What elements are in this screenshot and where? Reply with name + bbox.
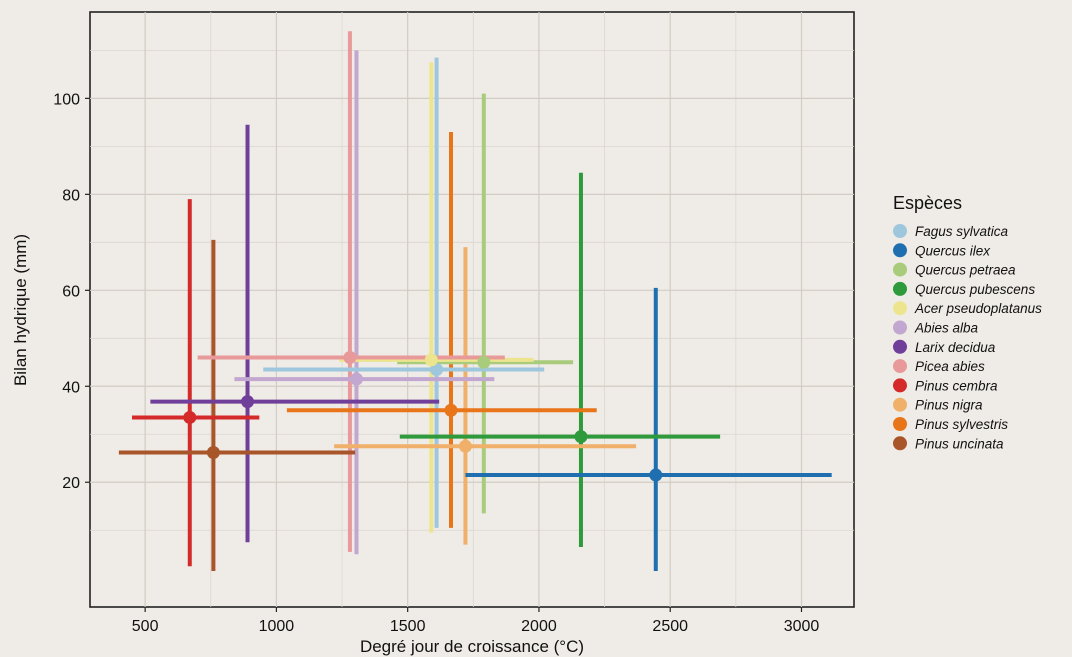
- x-axis-title: Degré jour de croissance (°C): [360, 637, 584, 656]
- legend-label: Pinus nigra: [915, 398, 983, 413]
- y-tick-label: 80: [62, 187, 80, 204]
- legend: Fagus sylvatica Quercus ilex Quercus petra…: [893, 224, 1042, 451]
- y-axis-title: Bilan hydrique (mm): [11, 234, 30, 386]
- data-point: [183, 410, 197, 424]
- legend-label: Abies alba: [914, 321, 979, 336]
- data-point: [349, 372, 363, 386]
- data-point: [430, 362, 444, 376]
- legend-title: Espèces: [893, 193, 962, 213]
- x-tick-label: 1500: [390, 618, 426, 635]
- y-tick-label: 20: [62, 475, 80, 492]
- legend-swatch: [893, 281, 907, 296]
- legend-swatch: [893, 243, 907, 258]
- plot-area: [89, 11, 855, 608]
- legend-label: Pinus sylvestris: [915, 417, 1008, 432]
- legend-swatch: [893, 301, 907, 316]
- x-tick-label: 2000: [521, 618, 557, 635]
- legend-swatch: [893, 262, 907, 277]
- legend-swatch: [893, 320, 907, 335]
- data-point: [343, 350, 357, 364]
- x-tick-label: 3000: [784, 618, 820, 635]
- y-tick-label: 100: [53, 91, 80, 108]
- legend-label: Larix decidua: [915, 340, 996, 355]
- data-point: [206, 445, 220, 459]
- marks: [118, 31, 832, 572]
- x-tick-label: 500: [132, 618, 159, 635]
- data-point: [241, 395, 255, 409]
- data-point: [424, 353, 438, 367]
- legend-label: Quercus petraea: [915, 263, 1016, 278]
- legend-label: Quercus ilex: [915, 243, 991, 258]
- legend-swatch: [893, 224, 907, 238]
- legend-swatch: [893, 417, 907, 431]
- data-point: [477, 355, 491, 369]
- x-tick-label: 1000: [259, 618, 295, 635]
- legend-label: Picea abies: [915, 359, 985, 374]
- data-point: [444, 403, 458, 417]
- legend-label: Acer pseudoplatanus: [914, 301, 1042, 316]
- y-tick-label: 40: [62, 379, 80, 396]
- legend-swatch: [893, 359, 907, 374]
- legend-swatch: [893, 339, 907, 354]
- legend-label: Quercus pubescens: [915, 282, 1035, 297]
- legend-label: Fagus sylvatica: [915, 224, 1009, 239]
- y-tick-label: 60: [62, 283, 80, 300]
- x-tick-label: 2500: [652, 618, 688, 635]
- data-point: [458, 439, 472, 453]
- legend-label: Pinus uncinata: [915, 436, 1004, 451]
- data-point: [649, 468, 663, 482]
- legend-swatch: [893, 378, 907, 393]
- legend-swatch: [893, 436, 907, 451]
- ticks: 500 1000 1500 2000 2500 3000 20 40 60 80 100: [53, 91, 819, 635]
- legend-label: Pinus cembra: [915, 378, 998, 393]
- legend-swatch: [893, 397, 907, 412]
- data-point: [574, 430, 588, 444]
- grid: [90, 12, 854, 607]
